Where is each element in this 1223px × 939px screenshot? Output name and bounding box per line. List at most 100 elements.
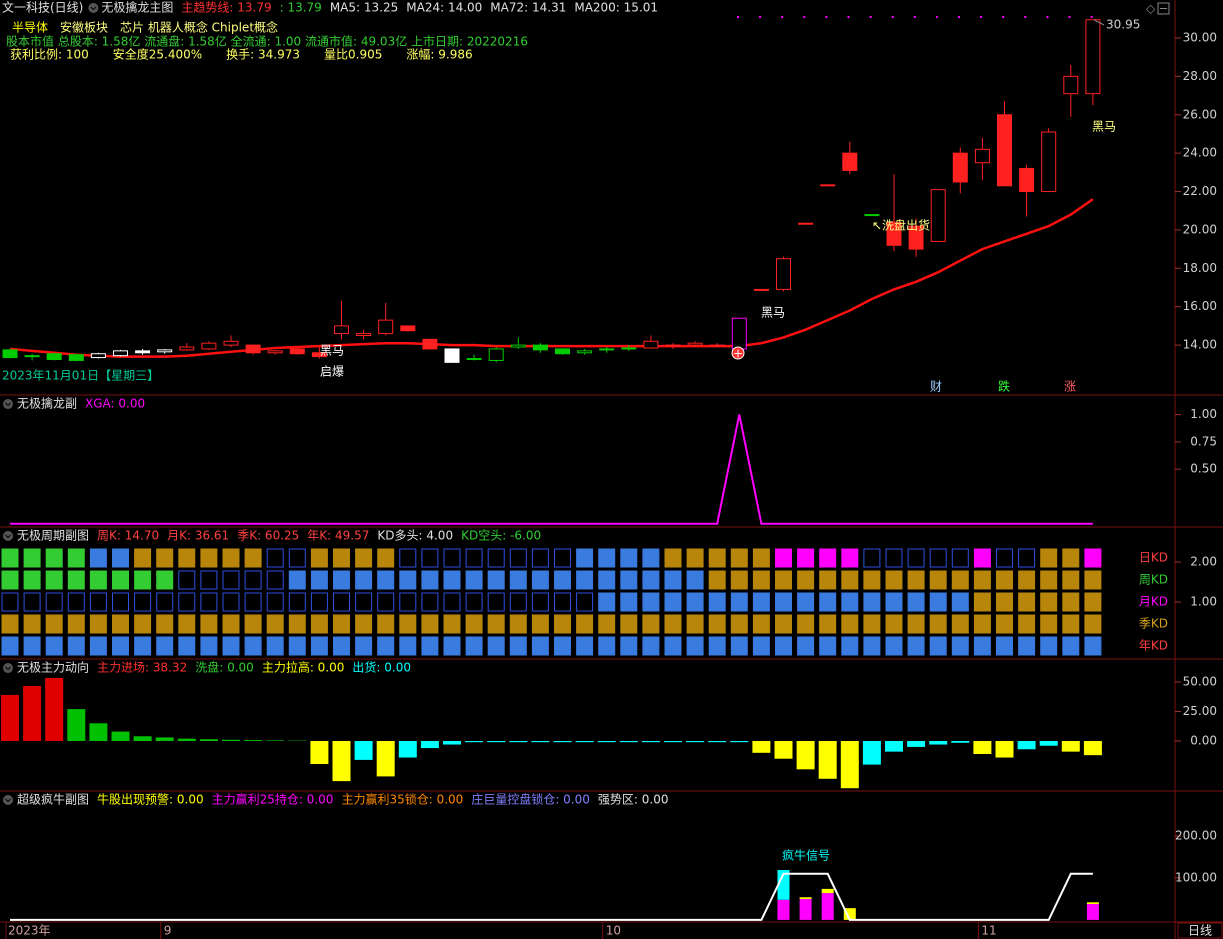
kd-cell — [288, 592, 306, 612]
window-icon[interactable]: ◇ — [1146, 2, 1156, 16]
kd-cell — [200, 570, 218, 590]
kd-cell — [951, 570, 969, 590]
kd-cell — [752, 614, 770, 634]
kd-cell — [708, 570, 726, 590]
candle-body — [842, 152, 858, 171]
kd-cell — [67, 548, 85, 568]
annotation: 黑马 — [320, 344, 344, 358]
header-text: 涨幅: 9.986 — [406, 47, 472, 62]
signal-dot — [913, 16, 916, 18]
header-text: 无极周期副图 — [17, 529, 89, 543]
signal-dot — [1002, 16, 1005, 18]
kd-cell — [421, 592, 439, 612]
kd-cell — [156, 636, 174, 656]
candle-body — [753, 288, 769, 291]
signal-dot — [737, 16, 739, 18]
candle-body — [643, 340, 659, 349]
kd-cell — [797, 570, 815, 590]
bar — [1017, 740, 1036, 750]
kd-cell — [863, 614, 881, 634]
kd-cell — [554, 592, 571, 612]
kd-cell — [443, 570, 461, 590]
header-text: 季K: 60.25 — [237, 529, 299, 543]
bar — [509, 740, 528, 743]
x-tick-label: 9 — [164, 924, 172, 938]
kd-cell — [465, 636, 483, 656]
window-button[interactable] — [1157, 2, 1170, 15]
kd-cell — [642, 570, 660, 590]
header-text: 主力赢利25持仓: 0.00 — [212, 792, 334, 807]
y-tick-label: 18.00 — [1183, 261, 1217, 275]
annotation: 疯牛信号 — [782, 848, 830, 863]
kd-cell — [598, 570, 616, 590]
candle-body — [974, 148, 990, 164]
header-text: 主力赢利35锁仓: 0.00 — [341, 792, 463, 807]
candle-body — [577, 350, 593, 354]
kd-cell — [1062, 636, 1080, 656]
kd-cell — [797, 548, 815, 568]
signal-dot — [781, 16, 784, 18]
bar — [664, 740, 682, 743]
kd-cell — [1084, 636, 1102, 656]
row-label: 日KD — [1139, 551, 1168, 565]
panel-icon-arrow — [90, 6, 97, 11]
kd-cell — [929, 614, 947, 634]
kd-cell — [421, 570, 439, 590]
kd-cell — [266, 570, 284, 590]
header-text: 无极擒龙主图 — [101, 0, 173, 15]
candle-body — [400, 325, 416, 332]
kd-cell — [200, 592, 218, 612]
stacked-bar — [777, 870, 790, 900]
kd-cell — [819, 548, 837, 568]
bar — [310, 740, 329, 765]
kd-cell — [509, 636, 527, 656]
kd-cell — [1, 636, 19, 656]
kd-cell — [841, 636, 859, 656]
header-text: 无极擒龙副 — [17, 396, 77, 411]
bar — [155, 737, 174, 741]
annotation: ↖洗盘出货 — [872, 218, 930, 233]
kd-cell — [355, 570, 373, 590]
kd-cell — [1084, 614, 1102, 634]
kd-cell — [598, 614, 616, 634]
kd-cell — [1018, 592, 1036, 612]
kd-cell — [310, 592, 328, 612]
kd-cell — [554, 614, 571, 634]
bar — [67, 709, 86, 741]
kd-cell — [178, 548, 196, 568]
bar — [641, 740, 660, 743]
kd-cell — [1040, 592, 1058, 612]
row-label: 季KD — [1139, 617, 1168, 631]
signal-dot — [759, 16, 762, 18]
kd-cell — [973, 614, 991, 634]
candle-body — [68, 354, 84, 361]
candle-body — [223, 340, 239, 346]
stacked-bar — [1086, 903, 1099, 920]
kd-cell — [443, 592, 461, 612]
signal-dot — [935, 16, 938, 18]
header-text: 量比0.905 — [324, 48, 382, 62]
kd-cell — [620, 570, 638, 590]
kd-cell — [576, 636, 594, 656]
panel-icon-arrow — [5, 798, 11, 803]
kd-cell — [89, 592, 107, 612]
header-text: 出货: 0.00 — [352, 660, 411, 675]
kd-cell — [885, 570, 903, 590]
kd-cell — [752, 570, 770, 590]
kd-cell — [620, 636, 638, 656]
y-tick-label: 25.00 — [1183, 704, 1217, 718]
y-tick-label: 22.00 — [1183, 184, 1217, 198]
kd-cell — [819, 592, 837, 612]
kd-cell — [642, 592, 660, 612]
kd-cell — [112, 570, 129, 590]
kd-cell — [399, 570, 417, 590]
y-tick-label: 2.00 — [1190, 555, 1217, 569]
kd-cell — [244, 614, 262, 634]
y-tick-label: 0.50 — [1190, 462, 1217, 476]
kd-cell — [45, 548, 63, 568]
kd-cell — [554, 570, 571, 590]
bar — [907, 740, 926, 747]
header-text: 周K: 14.70 — [97, 529, 159, 543]
kd-cell — [1062, 614, 1080, 634]
kd-cell — [907, 614, 925, 634]
